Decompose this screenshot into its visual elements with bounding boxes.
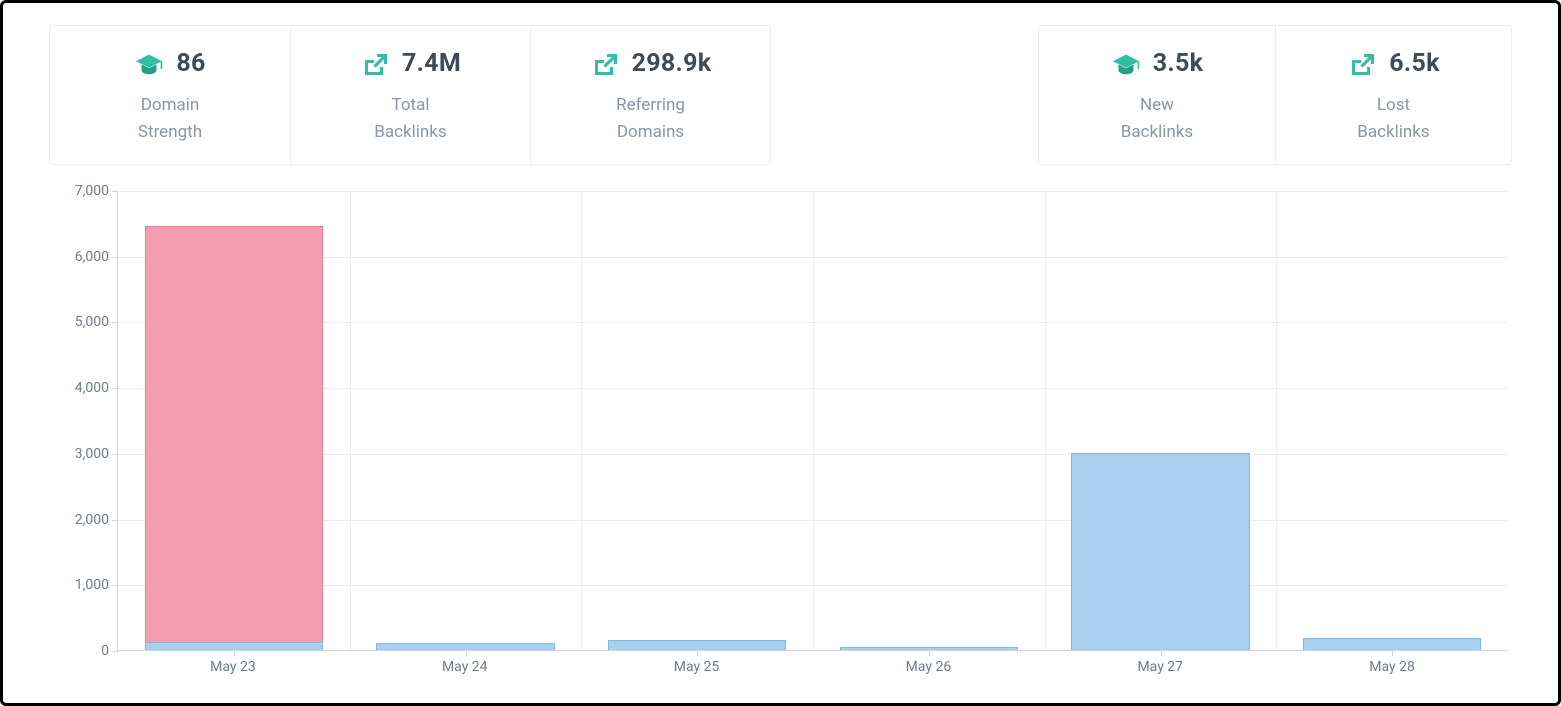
external-link-icon [360, 51, 390, 77]
x-axis-tick [929, 650, 930, 656]
stats-group-1: 86 DomainStrength 7.4M TotalBacklinks 298.… [49, 25, 771, 165]
y-tick-label: 0 [49, 643, 109, 659]
chart-bar-blue[interactable] [145, 642, 323, 650]
y-tick-label: 3,000 [49, 446, 109, 462]
chart-bar-blue[interactable] [1071, 453, 1249, 650]
x-axis-tick [1392, 650, 1393, 656]
chart-bar-blue[interactable] [608, 640, 786, 650]
x-axis-tick [697, 650, 698, 656]
stats-gap [771, 25, 1038, 165]
chart-bar-blue[interactable] [840, 647, 1018, 650]
stat-card-top: 86 [134, 49, 205, 78]
stat-card-label: NewBacklinks [1121, 92, 1193, 145]
y-tick-label: 6,000 [49, 249, 109, 265]
y-tick-label: 5,000 [49, 314, 109, 330]
stats-group-2: 3.5k NewBacklinks 6.5k LostBacklinks [1038, 25, 1512, 165]
x-axis-tick [1161, 650, 1162, 656]
stat-card-label: ReferringDomains [616, 92, 685, 145]
graduation-cap-icon [134, 51, 164, 77]
y-tick-label: 4,000 [49, 380, 109, 396]
y-tick-label: 2,000 [49, 512, 109, 528]
chart-slot [118, 191, 350, 650]
backlinks-chart: 01,0002,0003,0004,0005,0006,0007,000 May… [49, 191, 1512, 687]
stat-card-domain-strength[interactable]: 86 DomainStrength [50, 26, 290, 164]
x-axis-tick [466, 650, 467, 656]
chart-slot [350, 191, 582, 650]
stat-card-new-backlinks[interactable]: 3.5k NewBacklinks [1039, 26, 1275, 164]
x-tick-label: May 26 [906, 659, 952, 675]
x-tick-label: May 25 [674, 659, 720, 675]
stat-card-top: 3.5k [1111, 49, 1204, 78]
chart-bar-pink[interactable] [145, 226, 323, 650]
chart-bar-blue[interactable] [376, 643, 554, 650]
x-axis-tick [234, 650, 235, 656]
stat-card-total-backlinks[interactable]: 7.4M TotalBacklinks [290, 26, 530, 164]
y-axis-tick [112, 651, 118, 652]
stat-card-label: DomainStrength [138, 92, 202, 145]
stat-card-top: 6.5k [1347, 49, 1440, 78]
stat-card-referring-domains[interactable]: 298.9k ReferringDomains [530, 26, 770, 164]
stat-card-lost-backlinks[interactable]: 6.5k LostBacklinks [1275, 26, 1511, 164]
x-tick-label: May 24 [442, 659, 488, 675]
chart-plot-area [117, 191, 1508, 651]
chart-bar-blue[interactable] [1303, 638, 1481, 650]
x-tick-label: May 23 [210, 659, 256, 675]
x-tick-label: May 28 [1369, 659, 1415, 675]
chart-slot [1045, 191, 1277, 650]
y-tick-label: 7,000 [49, 183, 109, 199]
x-tick-label: May 27 [1137, 659, 1183, 675]
chart-slot [581, 191, 813, 650]
stat-card-top: 298.9k [590, 49, 712, 78]
stat-card-value: 6.5k [1389, 49, 1440, 78]
stat-card-value: 86 [176, 49, 205, 78]
stat-card-value: 298.9k [632, 49, 712, 78]
stat-card-value: 7.4M [402, 49, 461, 78]
chart-y-axis: 01,0002,0003,0004,0005,0006,0007,000 [49, 191, 109, 651]
stat-card-top: 7.4M [360, 49, 461, 78]
chart-slot [813, 191, 1045, 650]
graduation-cap-icon [1111, 51, 1141, 77]
y-tick-label: 1,000 [49, 577, 109, 593]
external-link-icon [1347, 51, 1377, 77]
external-link-icon [590, 51, 620, 77]
chart-slot [1276, 191, 1508, 650]
chart-x-axis: May 23 May 24 May 25 May 26 May 27 May 28 [117, 659, 1508, 683]
stat-card-label: LostBacklinks [1357, 92, 1429, 145]
stat-card-label: TotalBacklinks [374, 92, 446, 145]
stats-row: 86 DomainStrength 7.4M TotalBacklinks 298.… [49, 25, 1512, 165]
stat-card-value: 3.5k [1153, 49, 1204, 78]
